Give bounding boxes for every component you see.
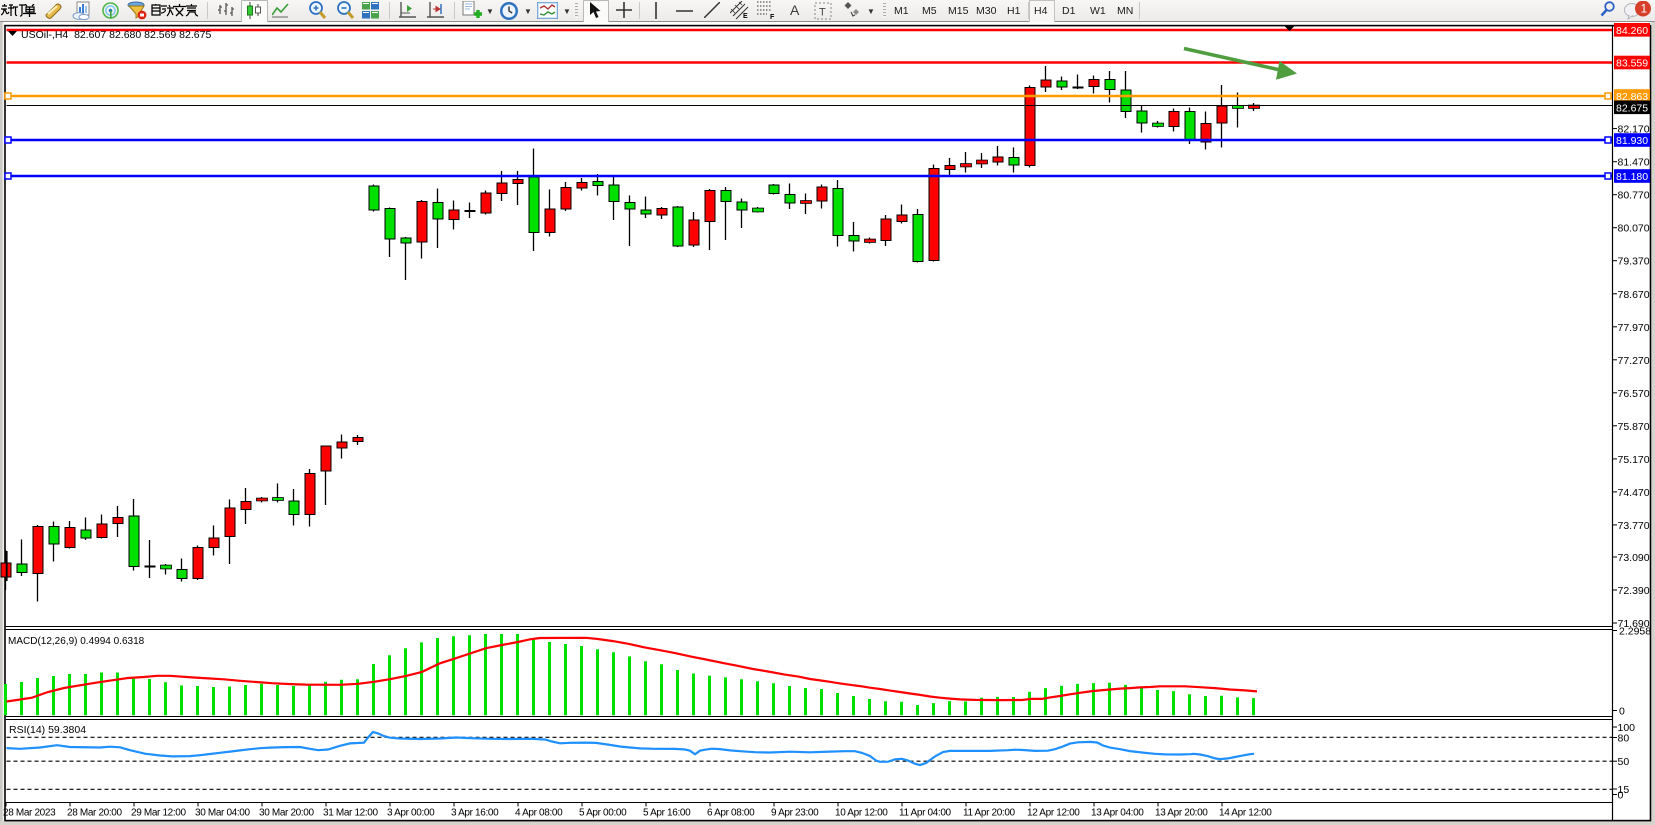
svg-text:USOil-,H4 82.607 82.680 82.56: USOil-,H4 82.607 82.680 82.569 82.675 [21,29,211,41]
svg-text:81.180: 81.180 [1616,171,1648,183]
svg-text:77.270: 77.270 [1618,355,1650,367]
svg-text:13 Apr 20:00: 13 Apr 20:00 [1155,808,1208,819]
svg-text:12 Apr 12:00: 12 Apr 12:00 [1027,808,1080,819]
svg-text:0: 0 [1619,706,1625,718]
svg-text:11 Apr 20:00: 11 Apr 20:00 [963,808,1016,819]
svg-text:31 Mar 12:00: 31 Mar 12:00 [323,808,379,819]
svg-text:30 Mar 04:00: 30 Mar 04:00 [195,808,251,819]
svg-text:82.863: 82.863 [1616,91,1648,103]
svg-text:79.370: 79.370 [1618,256,1650,268]
svg-text:9 Apr 23:00: 9 Apr 23:00 [771,808,819,819]
svg-text:4 Apr 08:00: 4 Apr 08:00 [515,808,563,819]
svg-text:3 Apr 16:00: 3 Apr 16:00 [451,808,499,819]
svg-text:6 Apr 08:00: 6 Apr 08:00 [707,808,755,819]
svg-text:73.770: 73.770 [1618,520,1650,532]
svg-text:28 Mar 20:00: 28 Mar 20:00 [67,808,123,819]
svg-text:2.2958: 2.2958 [1619,626,1651,638]
svg-text:MACD(12,26,9) 0.4994 0.6318: MACD(12,26,9) 0.4994 0.6318 [8,636,145,647]
svg-text:73.090: 73.090 [1618,552,1650,564]
svg-text:5 Apr 00:00: 5 Apr 00:00 [579,808,627,819]
svg-text:15: 15 [1618,784,1630,796]
svg-text:3 Apr 00:00: 3 Apr 00:00 [387,808,435,819]
svg-text:1: 1 [1641,2,1648,16]
svg-text:72.390: 72.390 [1618,585,1650,597]
svg-text:14 Apr 12:00: 14 Apr 12:00 [1219,808,1272,819]
svg-text:50: 50 [1618,756,1630,768]
svg-text:0: 0 [1618,790,1624,802]
svg-text:28 Mar 2023: 28 Mar 2023 [3,808,56,819]
svg-text:81.470: 81.470 [1618,157,1650,169]
svg-text:T: T [819,7,826,19]
svg-text:13 Apr 04:00: 13 Apr 04:00 [1091,808,1144,819]
svg-text:11 Apr 04:00: 11 Apr 04:00 [899,808,952,819]
svg-text:75.170: 75.170 [1618,454,1650,466]
svg-text:83.559: 83.559 [1616,58,1648,70]
svg-text:10 Apr 12:00: 10 Apr 12:00 [835,808,888,819]
svg-text:80.770: 80.770 [1618,190,1650,202]
svg-text:71.690: 71.690 [1618,618,1650,630]
svg-text:78.670: 78.670 [1618,289,1650,301]
svg-text:84.260: 84.260 [1616,25,1648,37]
svg-text:82.675: 82.675 [1616,103,1648,115]
svg-text:30 Mar 20:00: 30 Mar 20:00 [259,808,315,819]
svg-text:82.170: 82.170 [1618,124,1650,136]
svg-text:80: 80 [1618,733,1630,745]
svg-text:80.070: 80.070 [1618,223,1650,235]
svg-text:RSI(14) 59.3804: RSI(14) 59.3804 [9,724,86,736]
svg-text:E: E [743,13,748,20]
svg-text:74.470: 74.470 [1618,487,1650,499]
svg-text:5 Apr 16:00: 5 Apr 16:00 [643,808,691,819]
svg-text:F: F [770,14,775,20]
svg-text:29 Mar 12:00: 29 Mar 12:00 [131,808,187,819]
svg-text:75.870: 75.870 [1618,421,1650,433]
svg-text:76.570: 76.570 [1618,388,1650,400]
svg-text:100: 100 [1618,722,1636,734]
svg-text:81.930: 81.930 [1616,135,1648,147]
svg-text:77.970: 77.970 [1618,322,1650,334]
